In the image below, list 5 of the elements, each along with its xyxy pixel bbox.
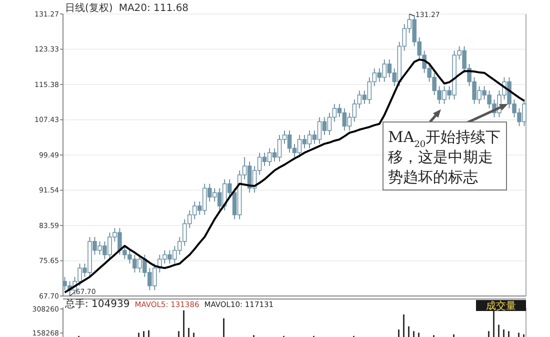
chart-title: 日线(复权)	[65, 2, 113, 14]
annotation: 成交量	[486, 300, 516, 312]
text: MA$_{20}$开始持续下移，这是中期走势趋坏的标志	[388, 128, 501, 186]
annotation: 总手: 104939	[64, 298, 130, 310]
annotation: MA20: 111.68	[118, 3, 189, 14]
